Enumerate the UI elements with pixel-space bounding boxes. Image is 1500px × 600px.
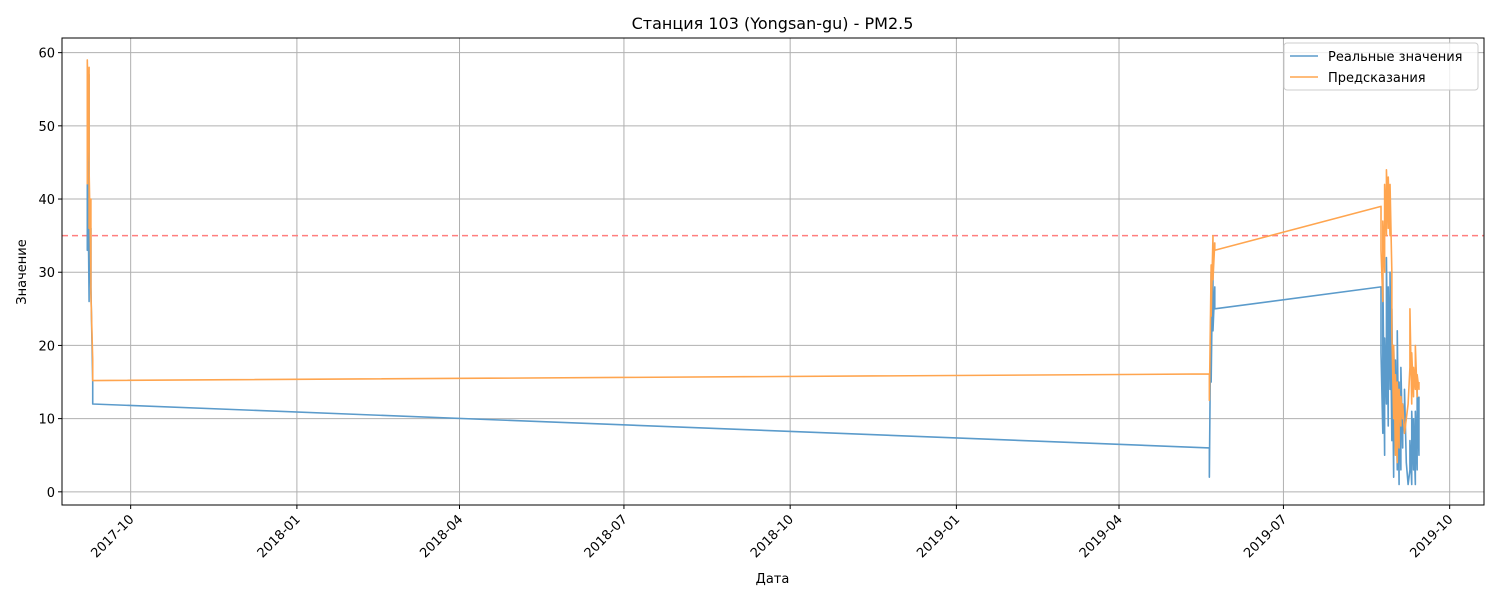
y-tick-label: 60	[38, 47, 55, 62]
y-tick-label: 30	[38, 266, 55, 281]
y-tick-label: 50	[38, 120, 55, 135]
series-line-0	[86, 73, 1420, 486]
legend-box	[1283, 42, 1479, 91]
y-tick-label: 40	[38, 193, 55, 208]
y-axis: 0 10 20 30 40 50 60	[38, 47, 62, 501]
y-tick-label: 0	[47, 486, 55, 501]
y-tick-label: 10	[38, 413, 55, 428]
y-axis-label: Значение	[15, 239, 30, 304]
legend: Реальные значения Предсказания	[1283, 42, 1479, 91]
legend-label: Реальные значения	[1328, 50, 1463, 65]
grid	[62, 38, 1484, 505]
series-line-1	[86, 59, 1420, 464]
plot-frame	[61, 37, 1485, 506]
chart-title: Станция 103 (Yongsan-gu) - PM2.5	[632, 14, 914, 33]
legend-label: Предсказания	[1328, 71, 1426, 86]
series-group	[86, 59, 1420, 486]
x-axis-label: Дата	[756, 572, 790, 587]
y-tick-label: 20	[38, 339, 55, 354]
